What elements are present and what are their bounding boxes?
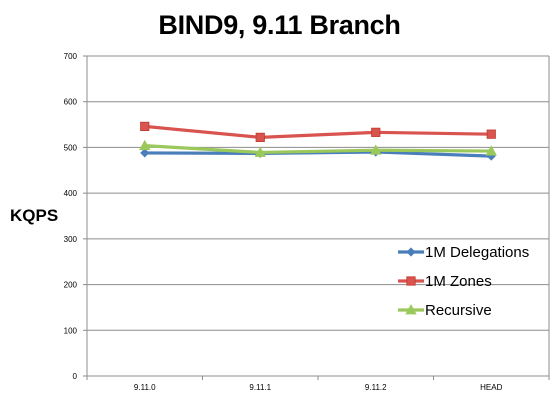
series-line-recursive bbox=[144, 144, 492, 155]
y-tick-label-300: 300 bbox=[64, 235, 78, 244]
legend-label-recursive: Recursive bbox=[425, 302, 492, 319]
point-1m-delegations-9.11.0 bbox=[140, 148, 150, 158]
point-1m-zones-9.11.2 bbox=[371, 127, 381, 137]
y-tick-label-100: 100 bbox=[64, 326, 78, 335]
y-tick-labels: 0 100 200 300 400 500 600 700 bbox=[64, 52, 78, 381]
point-recursive-HEAD bbox=[485, 145, 497, 156]
series-group bbox=[139, 121, 497, 161]
point-1m-zones-9.11.0 bbox=[140, 121, 150, 131]
legend-marker-1m-delegations bbox=[406, 247, 416, 257]
y-axis-label: KQPS bbox=[10, 206, 59, 225]
point-recursive-9.11.2 bbox=[370, 144, 382, 155]
y-tick-label-400: 400 bbox=[64, 189, 78, 198]
y-tick-label-0: 0 bbox=[73, 372, 78, 381]
y-tick-label-200: 200 bbox=[64, 281, 78, 290]
chart-title: BIND9, 9.11 Branch bbox=[158, 10, 401, 40]
y-tick-label-700: 700 bbox=[64, 52, 78, 61]
y-tick-label-600: 600 bbox=[64, 98, 78, 107]
y-tick-label-500: 500 bbox=[64, 143, 78, 152]
x-tick-label-9.11.1: 9.11.1 bbox=[249, 383, 271, 392]
point-1m-zones-HEAD bbox=[486, 129, 496, 139]
x-tick-label-9.11.0: 9.11.0 bbox=[134, 383, 156, 392]
point-1m-zones-9.11.1 bbox=[255, 132, 265, 142]
legend: 1M Delegations 1M Zones Recursive bbox=[398, 244, 529, 319]
legend-marker-recursive bbox=[405, 304, 417, 315]
legend-label-1m-delegations: 1M Delegations bbox=[425, 244, 529, 261]
x-tick-label-9.11.2: 9.11.2 bbox=[365, 383, 387, 392]
legend-label-1m-zones: 1M Zones bbox=[425, 273, 492, 290]
point-recursive-9.11.0 bbox=[139, 139, 151, 151]
legend-marker-1m-zones bbox=[406, 276, 416, 286]
series-line-1m-zones bbox=[144, 124, 492, 139]
point-recursive-9.11.1 bbox=[254, 146, 266, 157]
x-tick-labels: 9.11.0 9.11.1 9.11.2 HEAD bbox=[134, 383, 503, 392]
x-tick-label-HEAD: HEAD bbox=[480, 383, 502, 392]
axes bbox=[83, 55, 550, 380]
